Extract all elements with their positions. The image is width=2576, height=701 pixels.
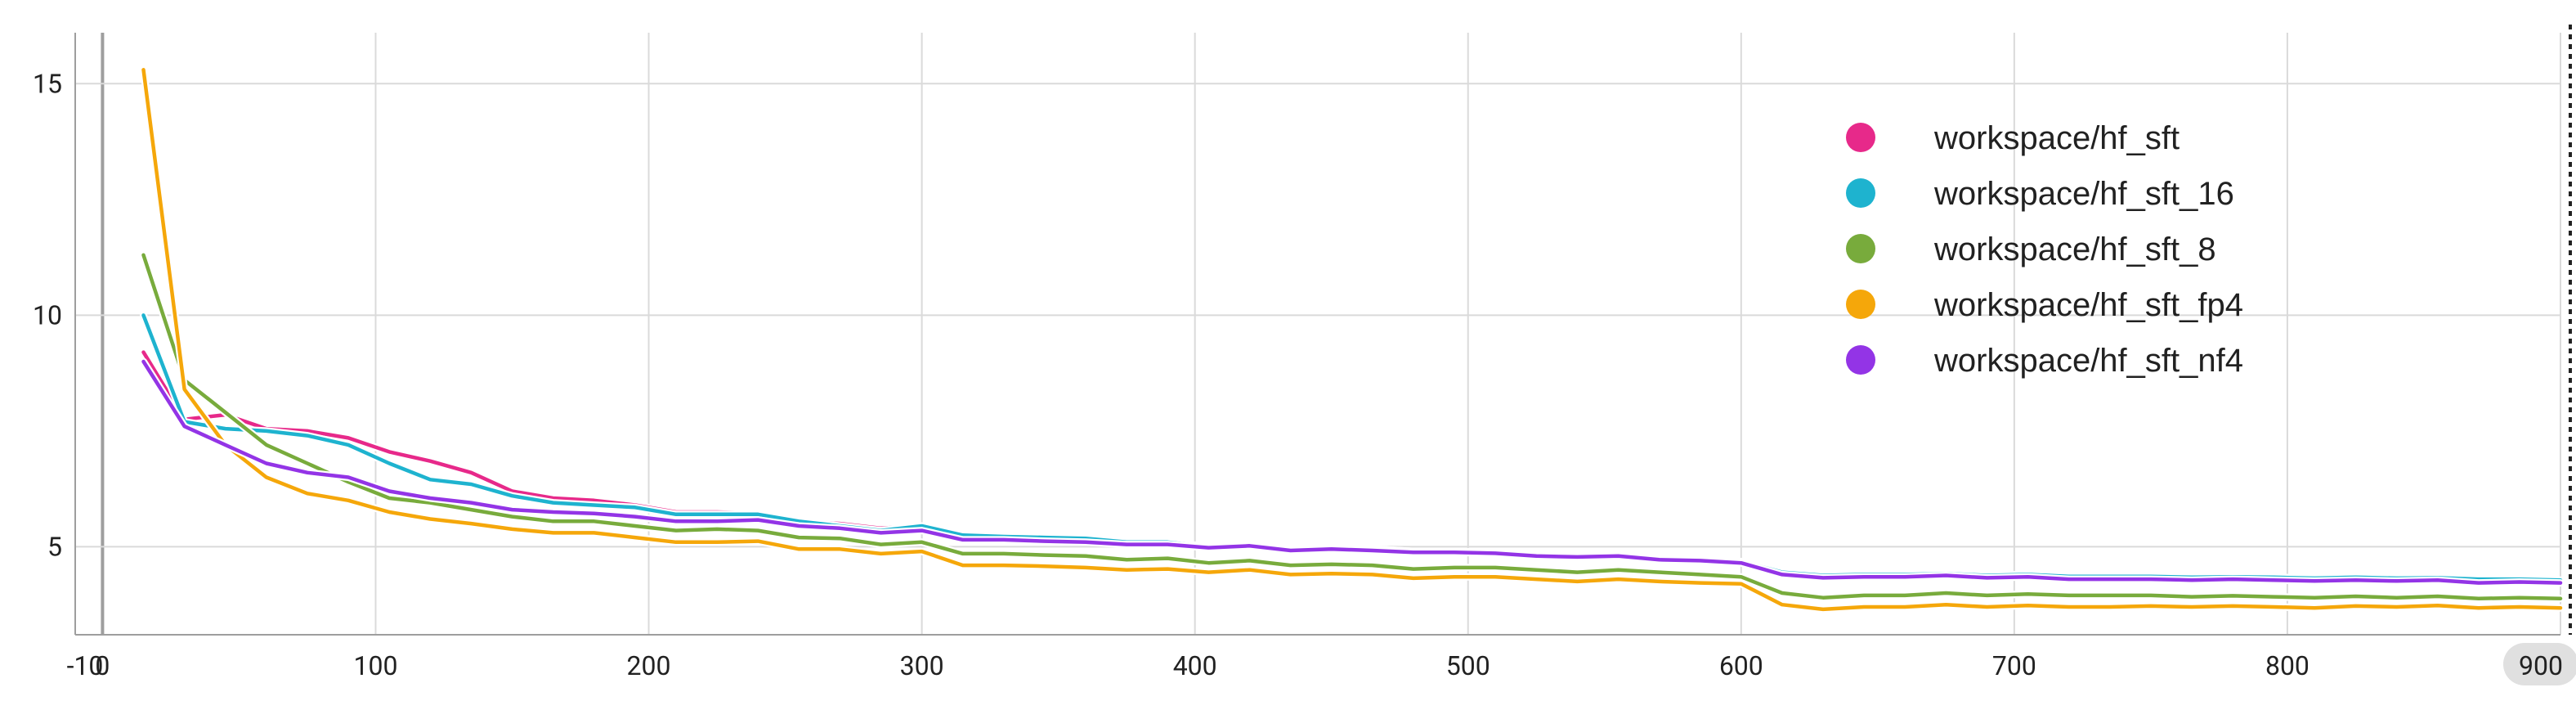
legend-label: workspace/hf_sft_8 — [1933, 231, 2216, 267]
y-tick-label: 15 — [33, 68, 62, 99]
axes: -100 100 200 300 400 500 600 700 800 900 5 10 15 — [33, 33, 2576, 685]
x-tick-label: 800 — [2265, 650, 2309, 681]
legend-label: workspace/hf_sft — [1933, 120, 2180, 156]
legend-swatch-icon — [1846, 234, 1875, 263]
legend-item[interactable]: workspace/hf_sft_nf4 — [1846, 343, 2243, 379]
series-lines — [140, 65, 2565, 613]
legend-swatch-icon — [1846, 345, 1875, 375]
legend-swatch-icon — [1846, 123, 1875, 152]
x-tick-label: 300 — [900, 650, 944, 681]
series-line-3[interactable] — [141, 253, 2563, 601]
cursor-x-badge — [2503, 643, 2576, 685]
y-tick-label: 10 — [33, 299, 62, 330]
legend-swatch-icon — [1846, 178, 1875, 208]
x-tick-label: 100 — [353, 650, 397, 681]
x-tick-label: 700 — [1992, 650, 2036, 681]
legend-item[interactable]: workspace/hf_sft_8 — [1846, 231, 2216, 267]
legend-item[interactable]: workspace/hf_sft — [1846, 120, 2180, 156]
legend-swatch-icon — [1846, 290, 1875, 319]
y-tick-label: 5 — [47, 531, 62, 562]
series-line-4[interactable] — [141, 68, 2563, 612]
grid — [75, 33, 2561, 635]
legend-label: workspace/hf_sft_nf4 — [1933, 343, 2243, 379]
series-line-5[interactable] — [141, 359, 2563, 585]
x-tick-label: 500 — [1446, 650, 1490, 681]
x-tick-label: 200 — [627, 650, 671, 681]
x-tick-label: -10 — [67, 650, 104, 681]
legend-label: workspace/hf_sft_fp4 — [1933, 287, 2243, 323]
legend-label: workspace/hf_sft_16 — [1933, 176, 2234, 212]
x-tick-label: 900 — [2519, 650, 2563, 681]
legend: workspace/hf_sft workspace/hf_sft_16works… — [1846, 120, 2243, 379]
x-tick-label: 600 — [1719, 650, 1763, 681]
legend-item[interactable]: workspace/hf_sft_fp4 — [1846, 287, 2243, 323]
x-tick-label: 0 — [95, 650, 110, 681]
x-tick-label: 400 — [1173, 650, 1217, 681]
legend-item[interactable]: workspace/hf_sft_16 — [1846, 176, 2234, 212]
